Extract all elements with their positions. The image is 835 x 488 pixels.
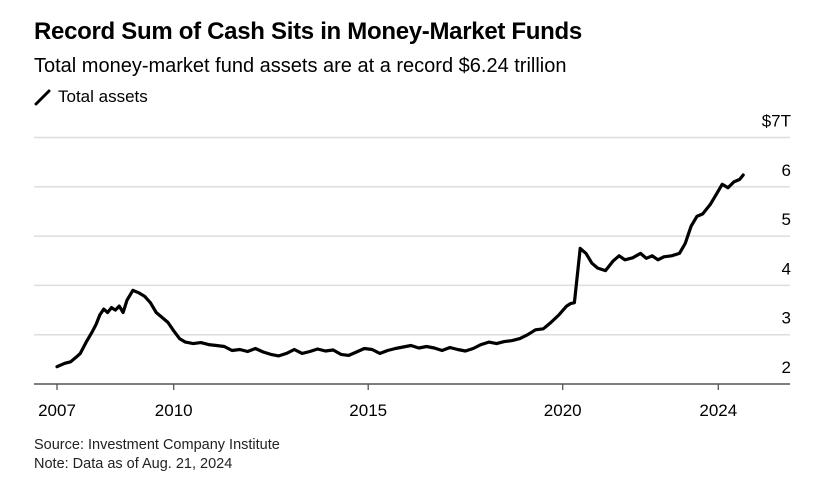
y-tick-label: 6 xyxy=(782,161,791,180)
line-chart: 2 3 4 5 6 $7T 2007 2010 2015 2020 2024 xyxy=(34,112,791,420)
x-tick-label: 2007 xyxy=(38,401,76,420)
gridlines xyxy=(34,136,790,336)
source-note: Source: Investment Company Institute xyxy=(34,437,280,453)
x-tick-label: 2010 xyxy=(155,401,193,420)
legend: Total assets xyxy=(34,87,148,107)
legend-label: Total assets xyxy=(58,87,148,106)
y-tick-label: 3 xyxy=(782,309,791,328)
chart-subtitle: Total money-market fund assets are at a … xyxy=(34,55,567,77)
y-tick-label: 2 xyxy=(782,358,791,377)
line-swatch-icon xyxy=(34,89,51,106)
x-tick-label: 2020 xyxy=(544,401,582,420)
y-axis-labels: 2 3 4 5 6 $7T xyxy=(762,112,791,378)
x-tick-label: 2015 xyxy=(349,401,387,420)
y-tick-label: 4 xyxy=(782,259,791,278)
data-note: Note: Data as of Aug. 21, 2024 xyxy=(34,456,233,472)
y-tick-label: $7T xyxy=(762,112,791,131)
chart-title: Record Sum of Cash Sits in Money-Market … xyxy=(34,18,582,45)
series-line-total-assets xyxy=(55,173,745,369)
x-tick-label: 2024 xyxy=(699,401,737,420)
y-tick-label: 5 xyxy=(782,210,791,229)
x-axis-ticks: 2007 2010 2015 2020 2024 xyxy=(38,384,737,420)
